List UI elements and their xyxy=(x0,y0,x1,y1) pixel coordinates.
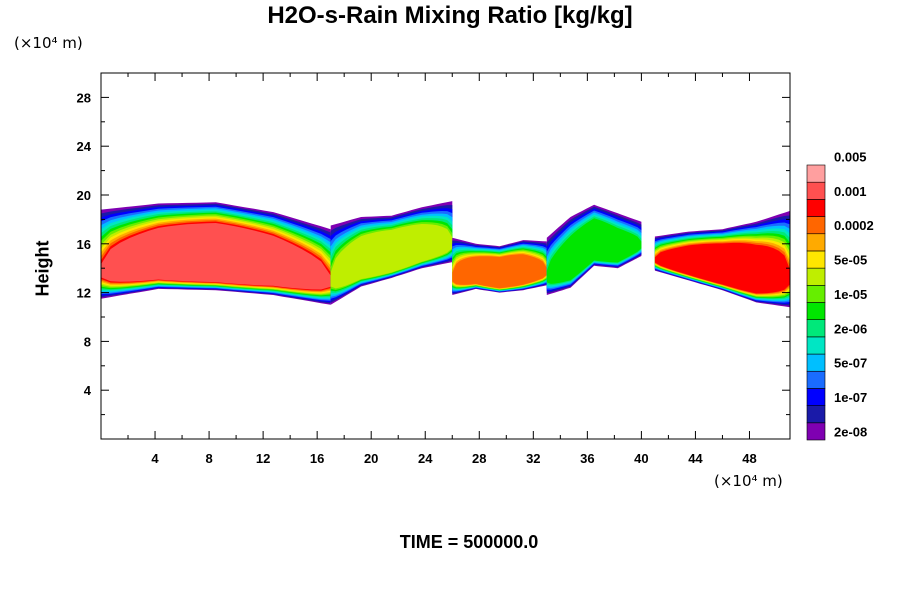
x-tick-label-32: 32 xyxy=(526,451,540,466)
y-tick-label-20: 20 xyxy=(77,188,91,203)
contour-band-0-level-14 xyxy=(101,223,331,290)
y-tick-label-24: 24 xyxy=(77,139,92,154)
y-tick-label-12: 12 xyxy=(77,286,91,301)
plot-frame xyxy=(100,72,791,440)
contour-band-1-level-9 xyxy=(330,224,453,289)
x-tick-label-44: 44 xyxy=(688,451,703,466)
colorbar-label-5: 5e-05 xyxy=(834,253,867,268)
y-tick-label-28: 28 xyxy=(77,90,91,105)
colorbar-label-4: 1e-05 xyxy=(834,287,867,302)
colorbar-label-8: 0.005 xyxy=(834,149,867,164)
colorbar-label-2: 5e-07 xyxy=(834,356,867,371)
x-tick-label-48: 48 xyxy=(742,451,756,466)
x-tick-label-20: 20 xyxy=(364,451,378,466)
colorbar-box-3 xyxy=(806,370,826,389)
x-tick-label-40: 40 xyxy=(634,451,648,466)
contour-band-4-level-13 xyxy=(654,242,790,294)
colorbar-box-2 xyxy=(806,388,826,406)
y-axis-unit: (×10⁴ m) xyxy=(14,34,83,52)
colorbar-label-3: 2e-06 xyxy=(834,321,867,336)
colorbar-label-1: 1e-07 xyxy=(834,390,867,405)
colorbar-box-5 xyxy=(806,336,826,355)
colorbar-box-8 xyxy=(806,285,826,303)
x-tick-label-36: 36 xyxy=(580,451,594,466)
colorbar-label-6: 0.0002 xyxy=(834,218,874,233)
colorbar: 2e-08 1e-07 5e-07 2e-06 1e-05 5e-05 0.0002 0.00… xyxy=(806,149,874,441)
x-tick-label-24: 24 xyxy=(418,451,433,466)
colorbar-box-6 xyxy=(806,319,826,338)
colorbar-box-14 xyxy=(806,181,826,200)
colorbar-box-13 xyxy=(806,199,826,217)
x-tick-label-12: 12 xyxy=(256,451,270,466)
colorbar-box-15 xyxy=(806,164,826,183)
colorbar-label-7: 0.001 xyxy=(834,184,867,199)
y-tick-label-8: 8 xyxy=(84,334,91,349)
x-tick-label-28: 28 xyxy=(472,451,486,466)
colorbar-box-1 xyxy=(806,405,826,424)
y-tick-label-4: 4 xyxy=(84,383,92,398)
y-tick-label-16: 16 xyxy=(77,237,91,252)
colorbar-box-11 xyxy=(806,233,826,252)
x-tick-label-16: 16 xyxy=(310,451,324,466)
colorbar-box-10 xyxy=(806,250,826,269)
colorbar-box-9 xyxy=(806,267,826,286)
contour-band-2-level-12 xyxy=(452,254,547,289)
colorbar-box-12 xyxy=(806,216,826,235)
colorbar-box-0 xyxy=(806,422,826,441)
chart-title: H2O-s-Rain Mixing Ratio [kg/kg] xyxy=(267,2,633,29)
x-tick-label-4: 4 xyxy=(151,451,159,466)
x-axis-unit: (×10⁴ m) xyxy=(714,472,783,490)
x-tick-label-8: 8 xyxy=(205,451,212,466)
colorbar-box-4 xyxy=(806,353,826,372)
contour-field xyxy=(101,201,790,308)
colorbar-box-7 xyxy=(806,302,826,320)
colorbar-label-0: 2e-08 xyxy=(834,424,867,439)
time-label: TIME = 500000.0 xyxy=(399,532,539,552)
contour-band-3-level-7 xyxy=(546,218,642,284)
